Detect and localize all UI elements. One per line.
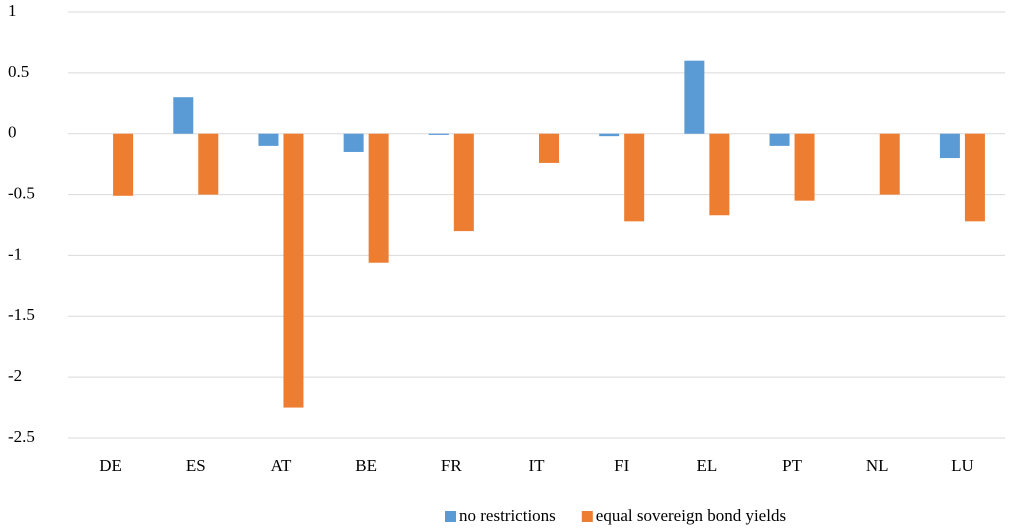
y-tick-label: 1 <box>8 1 17 20</box>
y-tick-label: -1 <box>8 244 22 263</box>
x-tick-label: AT <box>271 456 292 475</box>
bar <box>599 133 620 137</box>
y-tick-label: -0.5 <box>8 183 35 202</box>
x-tick-label: IT <box>528 456 545 475</box>
y-tick-label: -2.5 <box>8 427 35 446</box>
bar <box>794 133 815 201</box>
bar <box>879 133 900 195</box>
bar <box>173 97 194 134</box>
x-tick-label: FI <box>614 456 629 475</box>
bar <box>283 133 304 408</box>
bar <box>684 60 705 134</box>
y-tick-label: 0 <box>8 123 17 142</box>
x-tick-label: FR <box>441 456 462 475</box>
bar <box>769 133 790 146</box>
y-tick-label: 0.5 <box>8 62 29 81</box>
bar <box>624 133 645 222</box>
x-tick-label: PT <box>782 456 802 475</box>
bar <box>368 133 389 263</box>
bar <box>428 133 449 135</box>
legend-swatch <box>445 511 456 522</box>
x-tick-label: EL <box>696 456 717 475</box>
legend-label: no restrictions <box>459 506 556 525</box>
bar <box>709 133 730 216</box>
bar <box>939 133 960 159</box>
bar <box>343 133 364 152</box>
x-tick-label: ES <box>186 456 206 475</box>
bar <box>113 133 134 196</box>
bar <box>258 133 279 146</box>
bar <box>539 133 559 163</box>
bar <box>964 133 985 222</box>
legend-swatch <box>581 511 593 522</box>
bar <box>198 133 219 195</box>
x-tick-label: BE <box>355 456 377 475</box>
x-tick-label: LU <box>951 456 974 475</box>
y-tick-label: -1.5 <box>8 305 35 324</box>
bar <box>453 133 474 232</box>
y-tick-label: -2 <box>8 366 22 385</box>
x-tick-label: NL <box>866 456 889 475</box>
legend-label: equal sovereign bond yields <box>596 506 786 525</box>
x-tick-label: DE <box>99 456 122 475</box>
